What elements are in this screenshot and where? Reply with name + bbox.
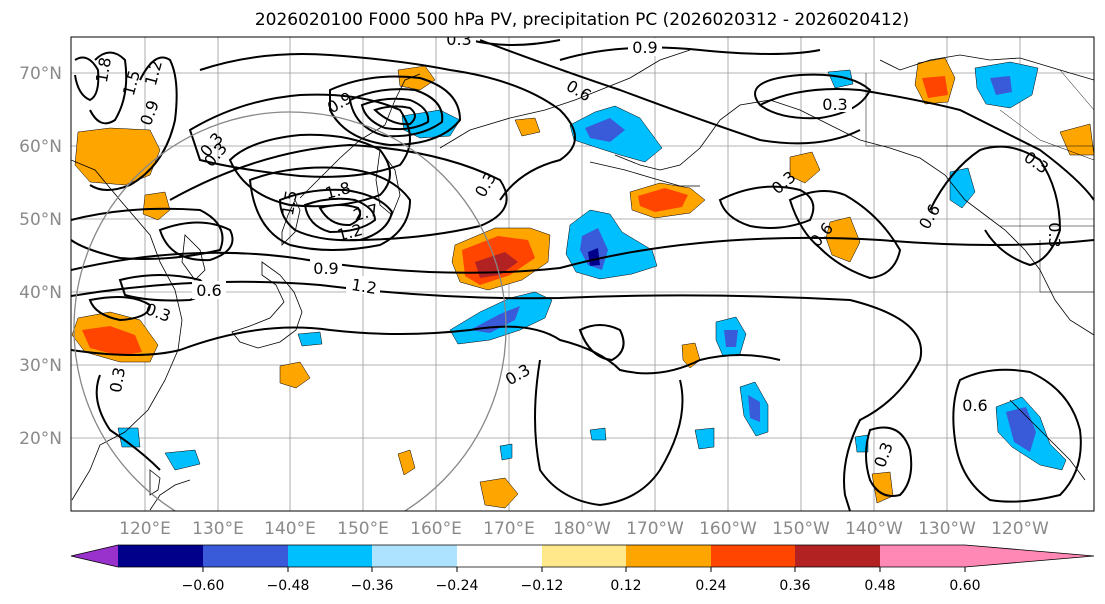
lat-label: 60°N [19, 137, 62, 157]
contour-label: 1.2 [350, 275, 378, 298]
colorbar-tick-label: 0.36 [779, 578, 810, 594]
lon-label: 130°E [192, 519, 244, 539]
colorbar-extend-high [965, 545, 1094, 567]
pv-contours [71, 39, 1094, 511]
contour-label: 0.9 [313, 259, 338, 278]
longitude-labels: 120°E 130°E 140°E 150°E 160°E 170°E 180°… [119, 519, 1049, 539]
colorbar-tick-label: 0.24 [695, 578, 726, 594]
lon-label: 140°W [845, 519, 903, 539]
colorbar-tick-label: −0.12 [521, 578, 564, 594]
lon-label: 120°E [119, 519, 171, 539]
colorbar-segment [880, 545, 965, 567]
contour-label: 1.5 [278, 189, 301, 217]
contour-label: 0.3 [822, 95, 847, 114]
contour-label: 1.8 [92, 56, 115, 84]
lat-label: 50°N [19, 210, 62, 230]
lat-label: 40°N [19, 283, 62, 303]
colorbar-segment [118, 545, 203, 567]
range-circle [73, 111, 507, 511]
colorbar-segment [711, 545, 795, 567]
colorbar-tick-label: −0.36 [351, 578, 394, 594]
map-frame [70, 36, 1095, 512]
lon-label: 150°E [337, 519, 389, 539]
colorbar-segment [372, 545, 457, 567]
lat-label: 70°N [19, 64, 62, 84]
contour-label: 0.9 [632, 38, 657, 57]
colorbar-outline [70, 544, 1095, 568]
lat-label: 20°N [19, 429, 62, 449]
lon-label: 140°E [264, 519, 316, 539]
lon-label: 160°E [410, 519, 462, 539]
colorbar-tick-label: −0.60 [182, 578, 225, 594]
latitude-labels: 70°N 60°N 50°N 40°N 30°N 20°N [19, 64, 62, 449]
colorbar-tick-label: 0.48 [864, 578, 895, 594]
colorbar-segment [795, 545, 880, 567]
colorbar-tick-label: 0.60 [949, 578, 980, 594]
contour-label: 0.6 [962, 396, 987, 415]
lon-label: 150°W [772, 519, 830, 539]
lon-label: 170°W [626, 519, 684, 539]
contour-label: 0.3 [446, 30, 471, 49]
colorbar-segment [457, 545, 542, 567]
colorbar-segment [542, 545, 626, 567]
map-panel: 0.3 0.9 0.6 0.3 1.8 1.5 1.2 0.9 0.3 1.5 … [70, 30, 1095, 512]
figure-title: 2026020100 F000 500 hPa PV, precipitatio… [255, 10, 909, 30]
colorbar: −0.60 −0.48 −0.36 −0.24 −0.12 0.12 0.24 … [70, 544, 1095, 594]
colorbar-segment [626, 545, 711, 567]
lon-label: 160°W [699, 519, 757, 539]
lon-label: 120°W [991, 519, 1049, 539]
colorbar-segment [203, 545, 288, 567]
colorbar-tick-label: 0.12 [610, 578, 641, 594]
lat-label: 30°N [19, 356, 62, 376]
colorbar-tick-label: −0.48 [267, 578, 310, 594]
colorbar-tick-label: −0.24 [436, 578, 479, 594]
contour-label: 0.3 [1045, 222, 1064, 247]
colorbar-segment [288, 545, 372, 567]
lon-label: 130°W [918, 519, 976, 539]
lon-label: 180°W [553, 519, 611, 539]
contour-label: 0.3 [106, 366, 129, 394]
colorbar-ticks [202, 567, 966, 572]
colorbar-extend-low [71, 545, 118, 567]
contour-label: 0.6 [196, 281, 221, 300]
lon-label: 170°E [483, 519, 535, 539]
